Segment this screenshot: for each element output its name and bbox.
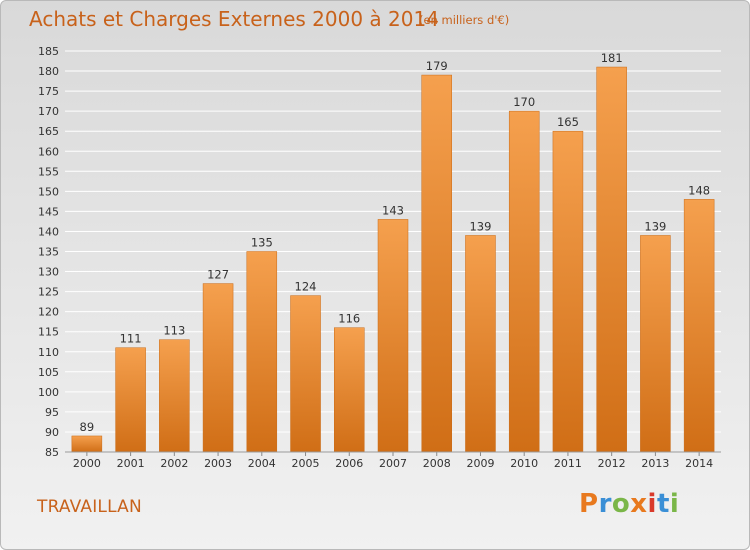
chart-subtitle: (en milliers d'€) (419, 13, 510, 27)
y-tick-label: 145 (38, 205, 59, 218)
y-tick-label: 120 (38, 306, 59, 319)
y-tick-label: 125 (38, 286, 59, 299)
bar-2004 (246, 251, 278, 453)
logo-letter: r (598, 489, 612, 519)
y-tick-label: 150 (38, 185, 59, 198)
x-tick-label: 2007 (379, 457, 407, 470)
x-tick-label: 2001 (117, 457, 145, 470)
data-label: 113 (163, 324, 185, 338)
logo-letter: i (669, 489, 680, 519)
data-label: 139 (644, 219, 666, 233)
y-tick-label: 135 (38, 246, 59, 259)
x-tick-label: 2002 (160, 457, 188, 470)
y-tick-label: 140 (38, 225, 59, 238)
data-label: 179 (426, 59, 448, 73)
y-tick-label: 180 (38, 65, 59, 78)
y-tick-label: 90 (45, 426, 59, 439)
y-tick-label: 105 (38, 366, 59, 379)
x-tick-label: 2011 (554, 457, 582, 470)
y-tick-label: 175 (38, 85, 59, 98)
bar-2010 (508, 110, 540, 453)
x-tick-label: 2009 (466, 457, 494, 470)
x-tick-label: 2003 (204, 457, 232, 470)
y-tick-label: 100 (38, 386, 59, 399)
y-tick-label: 130 (38, 266, 59, 279)
data-label: 139 (469, 219, 491, 233)
logo-letter: i (647, 489, 657, 519)
logo-letter: x (630, 489, 648, 519)
data-label: 89 (80, 420, 95, 434)
y-tick-label: 170 (38, 105, 59, 118)
x-tick-label: 2010 (510, 457, 538, 470)
city-name: TRAVAILLAN (37, 497, 142, 517)
bar-2005 (290, 295, 321, 453)
data-labels: 89 111 113 127 135 124 116 143 179 139 170 165 181 13… (80, 51, 711, 434)
data-label: 170 (513, 95, 535, 109)
x-tick-label: 2013 (641, 457, 669, 470)
y-tick-label: 110 (38, 346, 59, 359)
data-label: 111 (120, 332, 142, 346)
y-tick-label: 95 (45, 406, 59, 419)
data-label: 127 (207, 268, 229, 282)
y-tick-label: 155 (38, 165, 59, 178)
logo-letter: P (579, 489, 599, 519)
chart-title: Achats et Charges Externes 2000 à 2014 (29, 7, 439, 31)
data-label: 181 (601, 51, 623, 65)
bar-2003 (202, 283, 234, 453)
bars (71, 66, 715, 453)
bar-2006 (334, 327, 365, 453)
x-tick-label: 2006 (335, 457, 363, 470)
bar-2009 (465, 235, 496, 453)
y-tick-label: 160 (38, 145, 59, 158)
bar-2012 (596, 66, 627, 453)
data-label: 148 (688, 183, 710, 197)
x-tick-label: 2012 (598, 457, 626, 470)
x-tick-label: 2000 (73, 457, 101, 470)
bar-2013 (640, 235, 671, 453)
bar-2008 (421, 74, 452, 453)
data-label: 124 (295, 280, 317, 294)
y-tick-label: 185 (38, 45, 59, 58)
y-tick-label: 115 (38, 326, 59, 339)
bar-2007 (377, 219, 409, 453)
data-label: 165 (557, 115, 579, 129)
y-tick-label: 165 (38, 125, 59, 138)
bar-2001 (115, 347, 146, 453)
x-tick-label: 2004 (248, 457, 276, 470)
data-label: 135 (251, 236, 273, 250)
brand-logo: Proxiti (579, 489, 679, 519)
x-axis-ticks: 2000 2001 2002 2003 2004 2005 2006 2007 2008 2009… (65, 451, 721, 470)
y-axis-ticks: 85 90 95 100 105 110 115 120 125 130 135 140 145 150 1… (38, 45, 59, 459)
logo-letter: t (656, 489, 670, 519)
bar-2002 (159, 339, 190, 453)
x-tick-label: 2014 (685, 457, 713, 470)
x-tick-label: 2008 (423, 457, 451, 470)
data-label: 143 (382, 203, 404, 217)
bar-2000 (71, 435, 103, 453)
bar-2011 (552, 130, 584, 453)
data-label: 116 (338, 312, 360, 326)
x-tick-label: 2005 (292, 457, 320, 470)
logo-letter: o (611, 489, 631, 519)
y-tick-label: 85 (45, 446, 59, 459)
bar-2014 (683, 199, 715, 453)
